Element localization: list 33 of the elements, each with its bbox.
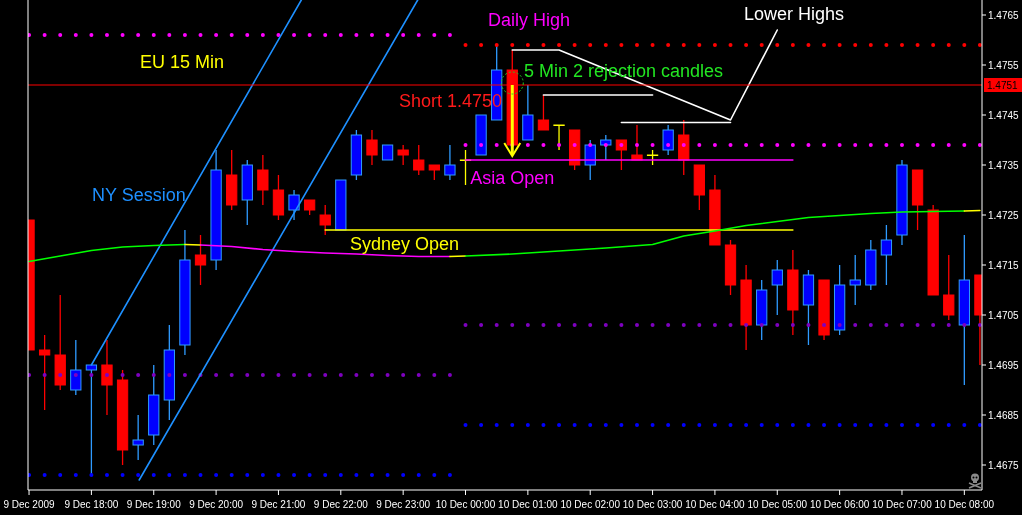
x-tick-label: 10 Dec 02:00 xyxy=(560,498,621,510)
annotation: Lower Highs xyxy=(744,4,845,24)
annotation: Daily High xyxy=(488,10,571,30)
y-tick-label: 1.4735 xyxy=(988,159,1020,171)
x-tick-label: 10 Dec 03:00 xyxy=(622,498,683,510)
x-tick-label: 10 Dec 08:00 xyxy=(934,498,995,510)
x-tick-label: 9 Dec 18:00 xyxy=(64,498,119,510)
x-tick-label: 10 Dec 05:00 xyxy=(747,498,808,510)
y-tick-label: 1.4675 xyxy=(988,459,1020,471)
x-tick-label: 10 Dec 07:00 xyxy=(872,498,933,510)
x-tick-label: 9 Dec 19:00 xyxy=(126,498,182,510)
y-tick-label: 1.4765 xyxy=(988,9,1020,21)
y-tick-label: 1.4685 xyxy=(988,409,1020,421)
y-tick-label: 1.4725 xyxy=(988,209,1020,221)
y-tick-label: 1.4695 xyxy=(988,359,1020,371)
y-tick-label: 1.4755 xyxy=(988,59,1020,71)
y-tick-label: 1.4715 xyxy=(988,259,1020,271)
x-tick-label: 9 Dec 23:00 xyxy=(376,498,431,510)
y-tick-label: 1.4745 xyxy=(988,109,1020,121)
x-tick-label: 10 Dec 00:00 xyxy=(435,498,496,510)
x-tick-label: 10 Dec 04:00 xyxy=(685,498,746,510)
x-tick-label: 10 Dec 06:00 xyxy=(809,498,870,510)
annotation: NY Session xyxy=(92,185,186,205)
x-tick-label: 9 Dec 22:00 xyxy=(313,498,369,510)
x-tick-label: 9 Dec 20:00 xyxy=(189,498,244,510)
annotation: Sydney Open xyxy=(350,234,460,254)
text: EU 15 Min xyxy=(140,52,225,72)
ref-line-label: 1.4751 xyxy=(987,79,1019,91)
x-tick-label: 10 Dec 01:00 xyxy=(498,498,559,510)
y-tick-label: 1.4705 xyxy=(988,309,1020,321)
x-tick-label: 9 Dec 21:00 xyxy=(251,498,306,510)
annotation: Asia Open xyxy=(470,168,555,188)
x-tick-label: 9 Dec 2009 xyxy=(3,498,56,510)
